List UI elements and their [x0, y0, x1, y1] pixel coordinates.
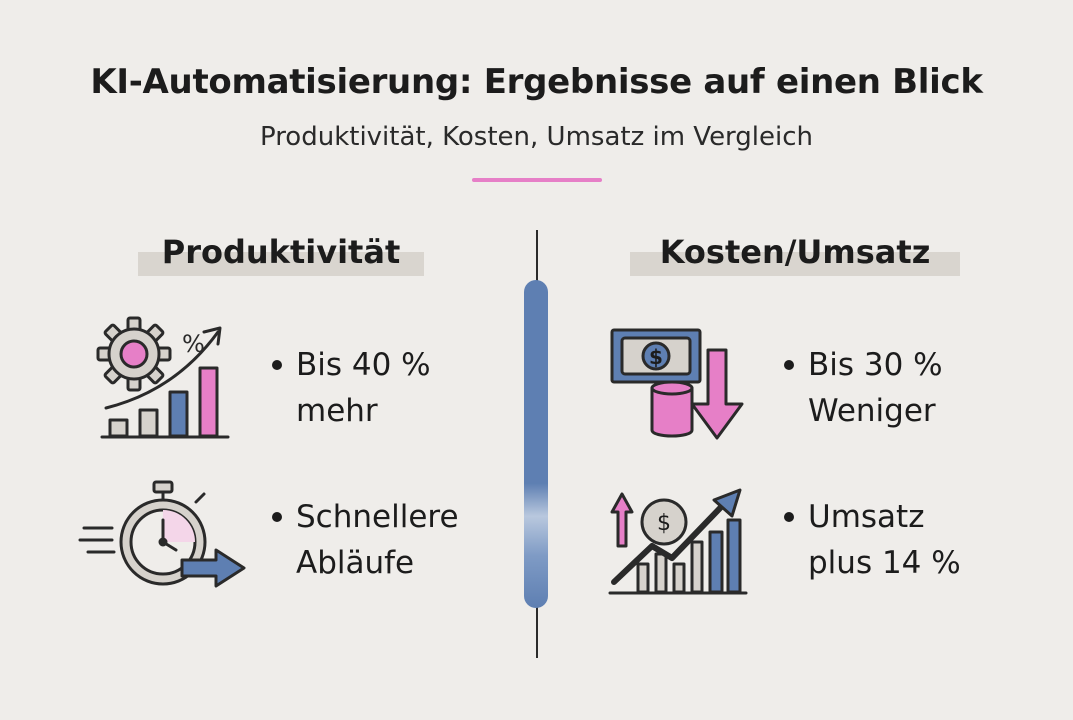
center-divider-bar [524, 280, 548, 608]
dollar-label-revenue: $ [657, 511, 671, 536]
item-line-1: Schnellere [296, 499, 459, 535]
item-line-1: Bis 30 % [808, 347, 943, 383]
list-item-productivity-gain: Bis 40 % mehr [272, 342, 431, 434]
item-line-2: Weniger [808, 393, 936, 429]
list-item-revenue-increase: Umsatz plus 14 % [784, 494, 961, 586]
dollar-label-money: $ [649, 345, 663, 369]
right-heading-highlight [630, 252, 960, 276]
right-heading-block: Kosten/Umsatz [630, 230, 960, 276]
item-line-2: plus 14 % [808, 545, 961, 581]
revenue-growth-icon: $ [608, 488, 748, 595]
right-heading: Kosten/Umsatz [659, 233, 931, 271]
page-title: KI-Automatisierung: Ergebnisse auf einen… [90, 62, 983, 102]
percent-label: % [182, 330, 205, 358]
item-line-2: Abläufe [296, 545, 415, 581]
left-heading: Produktivität [161, 233, 401, 271]
bullet-dot [784, 512, 794, 522]
bullet-dot [784, 360, 794, 370]
item-line-1: Bis 40 % [296, 347, 431, 383]
gear-growth-chart-icon: % [96, 316, 230, 439]
page-subtitle: Produktivität, Kosten, Umsatz im Verglei… [259, 122, 814, 152]
accent-line [472, 178, 602, 182]
list-item-cost-reduction: Bis 30 % Weniger [784, 342, 943, 434]
stopwatch-arrow-icon [78, 480, 246, 588]
item-line-1: Umsatz [808, 499, 925, 535]
bullet-dot [272, 360, 282, 370]
list-item-faster-processes: Schnellere Abläufe [272, 494, 459, 586]
left-heading-block: Produktivität [138, 230, 424, 276]
bullet-dot [272, 512, 282, 522]
item-line-2: mehr [296, 393, 378, 429]
money-down-arrow-icon: $ [610, 328, 744, 440]
left-heading-highlight [138, 252, 424, 276]
